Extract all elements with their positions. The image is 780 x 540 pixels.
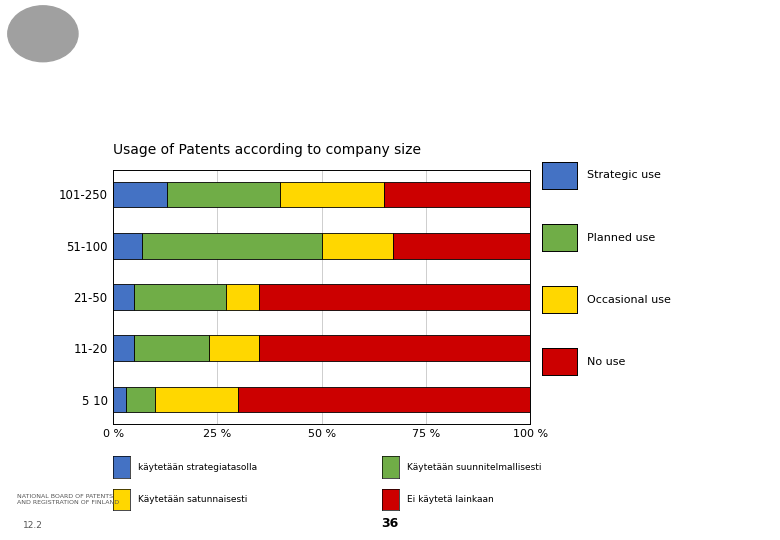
Text: Immaterial Property System: Immaterial Property System (113, 23, 356, 38)
Text: Käytetään suunnitelmallisesti: Käytetään suunnitelmallisesti (407, 463, 541, 471)
Text: Planned use: Planned use (587, 233, 654, 242)
Bar (168, 181, 280, 207)
Text: Marketing & Business Services
Dali Innovation / April 2005: Marketing & Business Services Dali Innov… (672, 521, 769, 532)
Bar (280, 181, 385, 207)
Text: Käytetään satunnaisesti: Käytetään satunnaisesti (138, 495, 247, 504)
Text: Ei käytetä lainkaan: Ei käytetä lainkaan (407, 495, 494, 504)
Text: Usage of Patents according to company size: Usage of Patents according to company si… (113, 143, 421, 157)
Bar (142, 233, 322, 259)
Text: No use: No use (587, 357, 625, 367)
Bar (392, 233, 530, 259)
Circle shape (8, 6, 78, 62)
Bar (239, 387, 530, 413)
Bar (113, 387, 126, 413)
Text: Occasional use: Occasional use (587, 295, 671, 305)
Text: Strategic use: Strategic use (587, 171, 661, 180)
Bar (134, 284, 225, 310)
Text: Status of Awareness and Usage of IP-system (2004): Status of Awareness and Usage of IP-syst… (113, 90, 472, 104)
Bar (113, 181, 168, 207)
Text: NATIONAL BOARD OF PATENTS
AND REGISTRATION OF FINLAND: NATIONAL BOARD OF PATENTS AND REGISTRATI… (17, 494, 119, 505)
Bar (385, 181, 530, 207)
Bar (113, 233, 142, 259)
Text: käytetään strategiatasolla: käytetään strategiatasolla (138, 463, 257, 471)
Bar (259, 335, 530, 361)
Bar (225, 284, 259, 310)
Bar (321, 233, 392, 259)
Bar (209, 335, 259, 361)
Bar (126, 387, 154, 413)
Bar (113, 284, 134, 310)
Bar (259, 284, 530, 310)
Text: 36: 36 (381, 517, 399, 530)
Text: 12.2: 12.2 (23, 521, 43, 530)
Bar (134, 335, 209, 361)
Bar (113, 335, 134, 361)
Bar (154, 387, 239, 413)
